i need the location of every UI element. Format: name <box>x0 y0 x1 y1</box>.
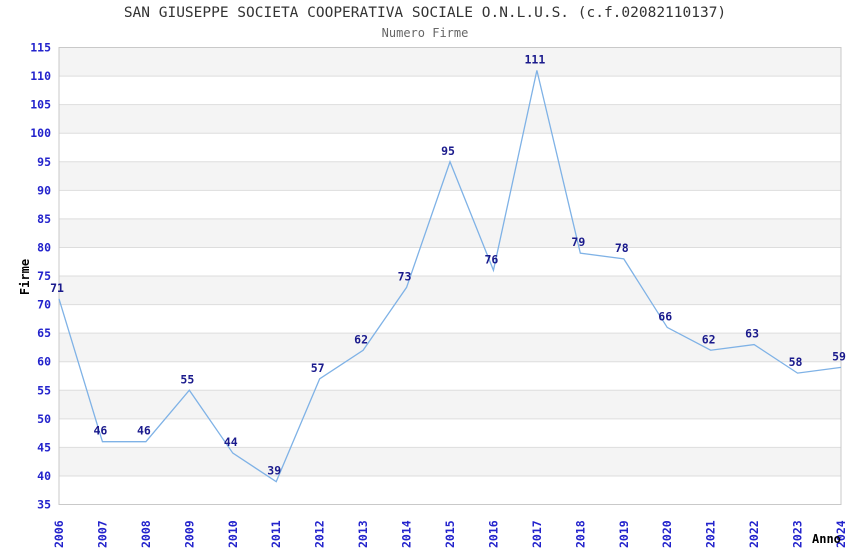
series-line <box>58 70 842 483</box>
x-tick-label: 2024 <box>834 520 848 548</box>
x-tick-label: 2014 <box>400 520 414 548</box>
y-tick-label: 85 <box>37 212 51 226</box>
y-tick-label: 90 <box>37 183 51 197</box>
data-point-labels: 71 46 46 55 44 39 57 62 73 95 76 111 79 78 66 62 63 58 59 <box>50 52 846 477</box>
data-point-label: 59 <box>832 349 846 363</box>
y-tick-label: 65 <box>37 326 51 340</box>
chart-subtitle: Numero Firme <box>381 26 469 40</box>
y-tick-label: 75 <box>37 269 51 283</box>
data-point-label: 55 <box>180 372 194 386</box>
data-point-label: 76 <box>485 252 499 266</box>
data-point-label: 66 <box>658 309 672 323</box>
y-tick-label: 40 <box>37 469 51 483</box>
grid-band <box>59 104 841 134</box>
grid-band <box>59 447 841 476</box>
x-tick-label: 2008 <box>139 520 153 548</box>
y-axis-title: Firme <box>18 259 32 295</box>
x-tick-label: 2023 <box>791 520 805 548</box>
x-tick-label: 2019 <box>617 520 631 548</box>
data-point-label: 78 <box>615 241 629 255</box>
plot-border <box>58 47 842 505</box>
y-tick-label: 55 <box>37 383 51 397</box>
x-axis-title: Anno <box>812 532 841 546</box>
y-tick-label: 100 <box>30 126 51 140</box>
y-tick-label: 110 <box>30 69 51 83</box>
data-point-label: 57 <box>311 361 325 375</box>
plot-bands <box>59 47 841 476</box>
x-tick-label: 2015 <box>443 520 457 548</box>
chart-title: SAN GIUSEPPE SOCIETA COOPERATIVA SOCIALE… <box>123 5 727 21</box>
y-tick-label: 95 <box>37 155 51 169</box>
x-tick-label: 2009 <box>182 520 196 548</box>
grid-band <box>59 333 841 362</box>
y-tick-label: 50 <box>37 412 51 426</box>
y-tick-label: 35 <box>37 498 51 512</box>
data-point-label: 71 <box>50 281 64 295</box>
x-tick-label: 2016 <box>486 520 500 548</box>
x-tick-label: 2012 <box>313 520 327 548</box>
x-axis-tick-labels: 2006 2007 2008 2009 2010 2011 2012 2013 2014 2015… <box>52 520 848 548</box>
x-tick-label: 2006 <box>52 520 66 548</box>
data-point-label: 62 <box>354 332 368 346</box>
grid-band <box>59 390 841 419</box>
plot-gridlines <box>59 47 841 505</box>
y-tick-label: 105 <box>30 98 51 112</box>
x-tick-label: 2007 <box>95 520 109 548</box>
data-point-label: 79 <box>571 235 585 249</box>
x-tick-label: 2013 <box>356 520 370 548</box>
y-axis-tick-labels: 35 40 45 50 55 60 65 70 75 80 85 90 95 100 105 110 115 <box>30 41 51 512</box>
x-tick-label: 2022 <box>747 520 761 548</box>
y-tick-label: 45 <box>37 440 51 454</box>
y-tick-label: 80 <box>37 240 51 254</box>
x-tick-label: 2011 <box>269 520 283 548</box>
data-point-label: 62 <box>702 332 716 346</box>
x-tick-label: 2020 <box>660 520 674 548</box>
x-tick-label: 2017 <box>530 520 544 548</box>
grid-band <box>59 218 841 248</box>
y-tick-label: 70 <box>37 298 51 312</box>
data-point-label: 111 <box>524 52 545 66</box>
data-point-label: 39 <box>267 464 281 478</box>
grid-band <box>59 276 841 305</box>
y-tick-label: 60 <box>37 355 51 369</box>
data-point-label: 58 <box>789 355 803 369</box>
data-point-label: 44 <box>224 435 238 449</box>
grid-band <box>59 47 841 77</box>
data-point-label: 63 <box>745 327 759 341</box>
grid-band <box>59 161 841 191</box>
data-point-label: 46 <box>137 424 151 438</box>
y-tick-label: 115 <box>30 41 51 55</box>
data-point-label: 46 <box>94 424 108 438</box>
x-tick-label: 2018 <box>573 520 587 548</box>
x-tick-label: 2010 <box>226 520 240 548</box>
data-point-label: 73 <box>398 269 412 283</box>
data-point-label: 95 <box>441 144 455 158</box>
x-tick-label: 2021 <box>704 520 718 548</box>
